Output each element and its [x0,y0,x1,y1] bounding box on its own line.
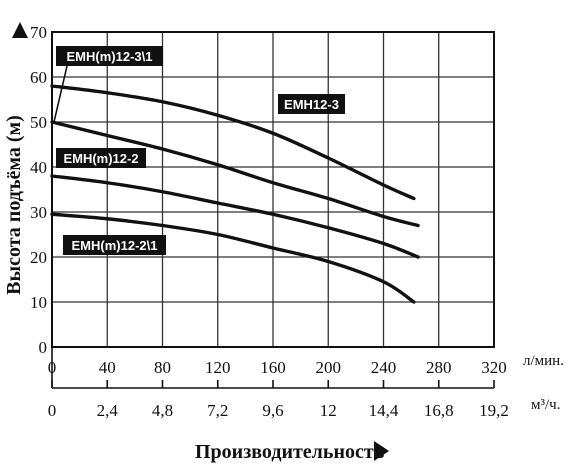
series-labels: EMH12-3 EMH(m)12-3\1 EMH(m)12-2 EMH(m)12-2\… [53,46,345,255]
x2-tick-label: 0 [48,401,57,420]
series-label: EMH(m)12-2 [63,151,138,166]
x2-tick-label: 2,4 [97,401,119,420]
x-unit: л/мин. [523,353,564,369]
y-axis-title-group: Высота подъёма (м) [3,115,25,295]
x2-tick-label: 12 [320,401,337,420]
x-tick-label: 160 [260,358,286,377]
y-tick-label: 60 [30,68,47,87]
y-tick-label: 10 [30,293,47,312]
x2-tick-label: 4,8 [152,401,173,420]
x2-tick-label: 14,4 [369,401,399,420]
y-tick-label: 50 [30,113,47,132]
y-axis-arrow-icon [12,22,28,38]
x2-tick-label: 9,6 [262,401,283,420]
x-tick-label: 200 [316,358,342,377]
series-label-bg [63,235,166,255]
x-tick-label: 80 [154,358,171,377]
series-label: EMH(m)12-2\1 [72,238,158,253]
x-axis-title: Производительность [195,441,385,463]
grid [51,31,495,348]
x-tick-label: 240 [371,358,397,377]
y-tick-label: 30 [30,203,47,222]
series-line-0 [50,84,416,201]
series-line-2 [50,174,420,259]
x-tick-label: 280 [426,358,452,377]
x-axis-arrow-icon [374,441,389,461]
x2-tick-label: 7,2 [207,401,228,420]
series-lines [50,84,420,304]
x2-tick-label: 19,2 [479,401,509,420]
y-tick-label: 20 [30,248,47,267]
y-axis-title: Высота подъёма (м) [3,115,25,295]
x-tick-label: 320 [481,358,507,377]
series-label-bg [56,148,146,168]
series-label: EMH(m)12-3\1 [67,49,153,64]
axes [51,36,495,389]
x2-tick-label: 16,8 [424,401,454,420]
series-label-bg [56,46,163,66]
y-tick-label: 40 [30,158,47,177]
x2-unit: м³/ч. [531,397,560,413]
series-label-bg [278,94,345,114]
series-line-1 [50,120,420,228]
x-tick-label: 0 [48,358,57,377]
label-leader-line [53,65,68,123]
x-tick-label: 40 [99,358,116,377]
series-label: EMH12-3 [284,97,339,112]
y-tick-label: 0 [39,338,48,357]
series-line-3 [50,212,416,304]
x-tick-label: 120 [205,358,231,377]
y-tick-label: 70 [30,23,47,42]
